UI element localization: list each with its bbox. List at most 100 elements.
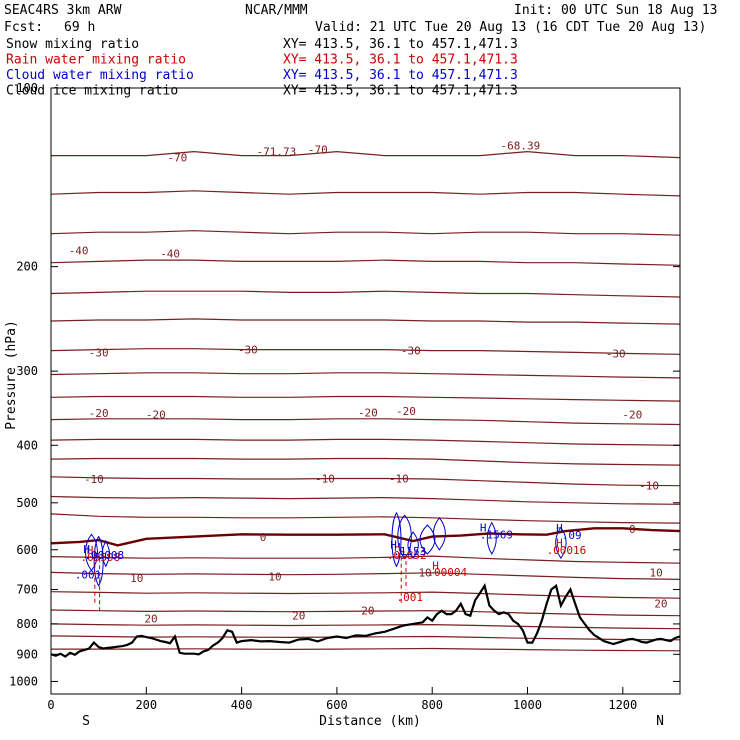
center-title: NCAR/MMM <box>245 3 308 18</box>
y-tick-label: 800 <box>16 617 38 631</box>
x-axis-label: Distance (km) <box>319 714 421 729</box>
isotherm-label: -20 <box>89 407 109 420</box>
isotherm-label: 0 <box>260 531 267 544</box>
isotherm-label: -20 <box>146 409 166 422</box>
y-tick-label: 400 <box>16 438 38 452</box>
isotherm-label: 20 <box>654 597 667 610</box>
isotherm-line <box>50 591 681 599</box>
cloud-water-contour <box>432 517 446 551</box>
isotherm-label: -40 <box>69 245 89 258</box>
cloud-water-label: H <box>390 539 397 552</box>
isotherm-line <box>50 318 681 325</box>
isotherm-label: -30 <box>238 344 258 357</box>
isotherm-line <box>50 372 681 379</box>
cloud-water-label: .1569 <box>480 529 513 542</box>
cloud-water-label: H <box>556 522 563 535</box>
plot-frame <box>50 87 681 695</box>
isotherm-label: 10 <box>130 572 143 585</box>
isotherm-label: 0 <box>629 523 636 536</box>
legend-entry: Snow mixing ratio <box>6 37 139 52</box>
legend-entry: Cloud water mixing ratio <box>6 68 194 83</box>
cloud-water-label: .1153 <box>393 545 426 558</box>
cloud-water-contour <box>397 514 412 559</box>
isotherm-line <box>50 495 681 505</box>
isotherm-label: -10 <box>639 480 659 493</box>
legend-entry: Rain water mixing ratio <box>6 53 186 68</box>
rain-label: H <box>556 536 563 549</box>
isotherm-label: 20 <box>144 613 157 626</box>
legend-xy: XY= 413.5, 36.1 to 457.1,471.3 <box>283 68 518 83</box>
isotherm-line <box>50 348 681 355</box>
y-tick-label: 300 <box>16 364 38 378</box>
x-tick-label: 1000 <box>513 698 542 712</box>
isotherm-line <box>50 555 681 564</box>
legend-xy: XY= 413.5, 36.1 to 457.1,471.3 <box>283 84 518 99</box>
isotherm-label: -10 <box>315 472 335 485</box>
isotherm-label: -20 <box>396 405 416 418</box>
south-label: S <box>82 714 90 729</box>
x-tick-label: 0 <box>47 698 54 712</box>
x-tick-label: 200 <box>135 698 157 712</box>
isotherm-line <box>50 395 681 402</box>
x-tick-label: 600 <box>326 698 348 712</box>
y-tick-label: 100 <box>16 81 38 95</box>
cloud-water-contour <box>391 511 402 568</box>
isotherm-label: -40 <box>160 247 180 260</box>
model-title: SEAC4RS 3km ARW <box>4 3 122 18</box>
rain-label: .01852 <box>387 549 427 562</box>
legend-xy: XY= 413.5, 36.1 to 457.1,471.3 <box>283 37 518 52</box>
isotherm-label: -10 <box>84 473 104 486</box>
isotherm-label: 10 <box>418 566 431 579</box>
isotherm-line <box>51 150 681 159</box>
legend: Snow mixing ratio XY= 413.5, 36.1 to 457.… <box>6 37 518 99</box>
isotherm-line <box>50 571 681 580</box>
rain-label: H <box>432 560 439 573</box>
isotherm-line <box>50 438 681 446</box>
isotherm-label: -30 <box>401 345 421 358</box>
isotherm-label: -30 <box>89 346 109 359</box>
isotherm-line <box>50 513 681 524</box>
isotherm-label: -10 <box>389 472 409 485</box>
isotherm-line <box>50 290 681 298</box>
y-tick-label: 200 <box>16 260 38 274</box>
cloud-water-label: .00008 <box>84 549 124 562</box>
isotherm-label: -70 <box>167 152 187 165</box>
cloud-water-contour <box>486 521 497 556</box>
isotherm-label: -70 <box>308 144 328 157</box>
cloud-water-label: H <box>480 521 487 534</box>
y-axis-label: Pressure (hPa) <box>4 320 19 430</box>
rain-label: .001 <box>396 591 423 604</box>
isotherm-line <box>50 635 681 641</box>
cloud-water-contour <box>85 533 99 572</box>
cloud-water-label: .001 <box>75 568 102 581</box>
init-time: Init: 00 UTC Sun 18 Aug 13 <box>514 3 718 18</box>
isotherm-label: 10 <box>268 570 281 583</box>
plot-area: -70 -71.73 -70 -68.39 -40 -40 -30 -30 -30 -30 -20 -… <box>9 81 681 712</box>
isotherm-line <box>50 609 681 617</box>
x-tick-label: 800 <box>421 698 443 712</box>
isotherm-label: 10 <box>650 566 663 579</box>
isotherm-label: 20 <box>361 605 374 618</box>
legend-entry: Cloud ice mixing ratio <box>6 84 178 99</box>
isotherm-line <box>51 647 681 652</box>
fcst-value: 69 h <box>64 20 95 35</box>
rain-label: H <box>87 544 94 557</box>
isotherm-label: -68.39 <box>500 140 540 153</box>
isotherm-label: -71.73 <box>257 146 297 159</box>
freezing-level-line <box>50 527 681 547</box>
isotherm-line <box>50 476 681 487</box>
valid-time: Valid: 21 UTC Tue 20 Aug 13 (16 CDT Tue … <box>315 20 706 35</box>
rain-label: .05598 <box>81 551 121 564</box>
x-tick-label: 1200 <box>608 698 637 712</box>
cloud-water-contour <box>407 531 419 560</box>
isotherm-line <box>50 259 681 266</box>
cloud-water-label: H <box>83 543 90 556</box>
isotherm-line <box>50 418 681 426</box>
isotherm-label: -20 <box>622 409 642 422</box>
cloud-water-label: .09 <box>562 529 582 542</box>
y-tick-label: 600 <box>16 543 38 557</box>
cloud-water-contour <box>101 539 111 568</box>
isotherm-label: 20 <box>292 609 305 622</box>
isotherm-line <box>50 190 681 197</box>
rain-label: .00016 <box>547 544 587 557</box>
